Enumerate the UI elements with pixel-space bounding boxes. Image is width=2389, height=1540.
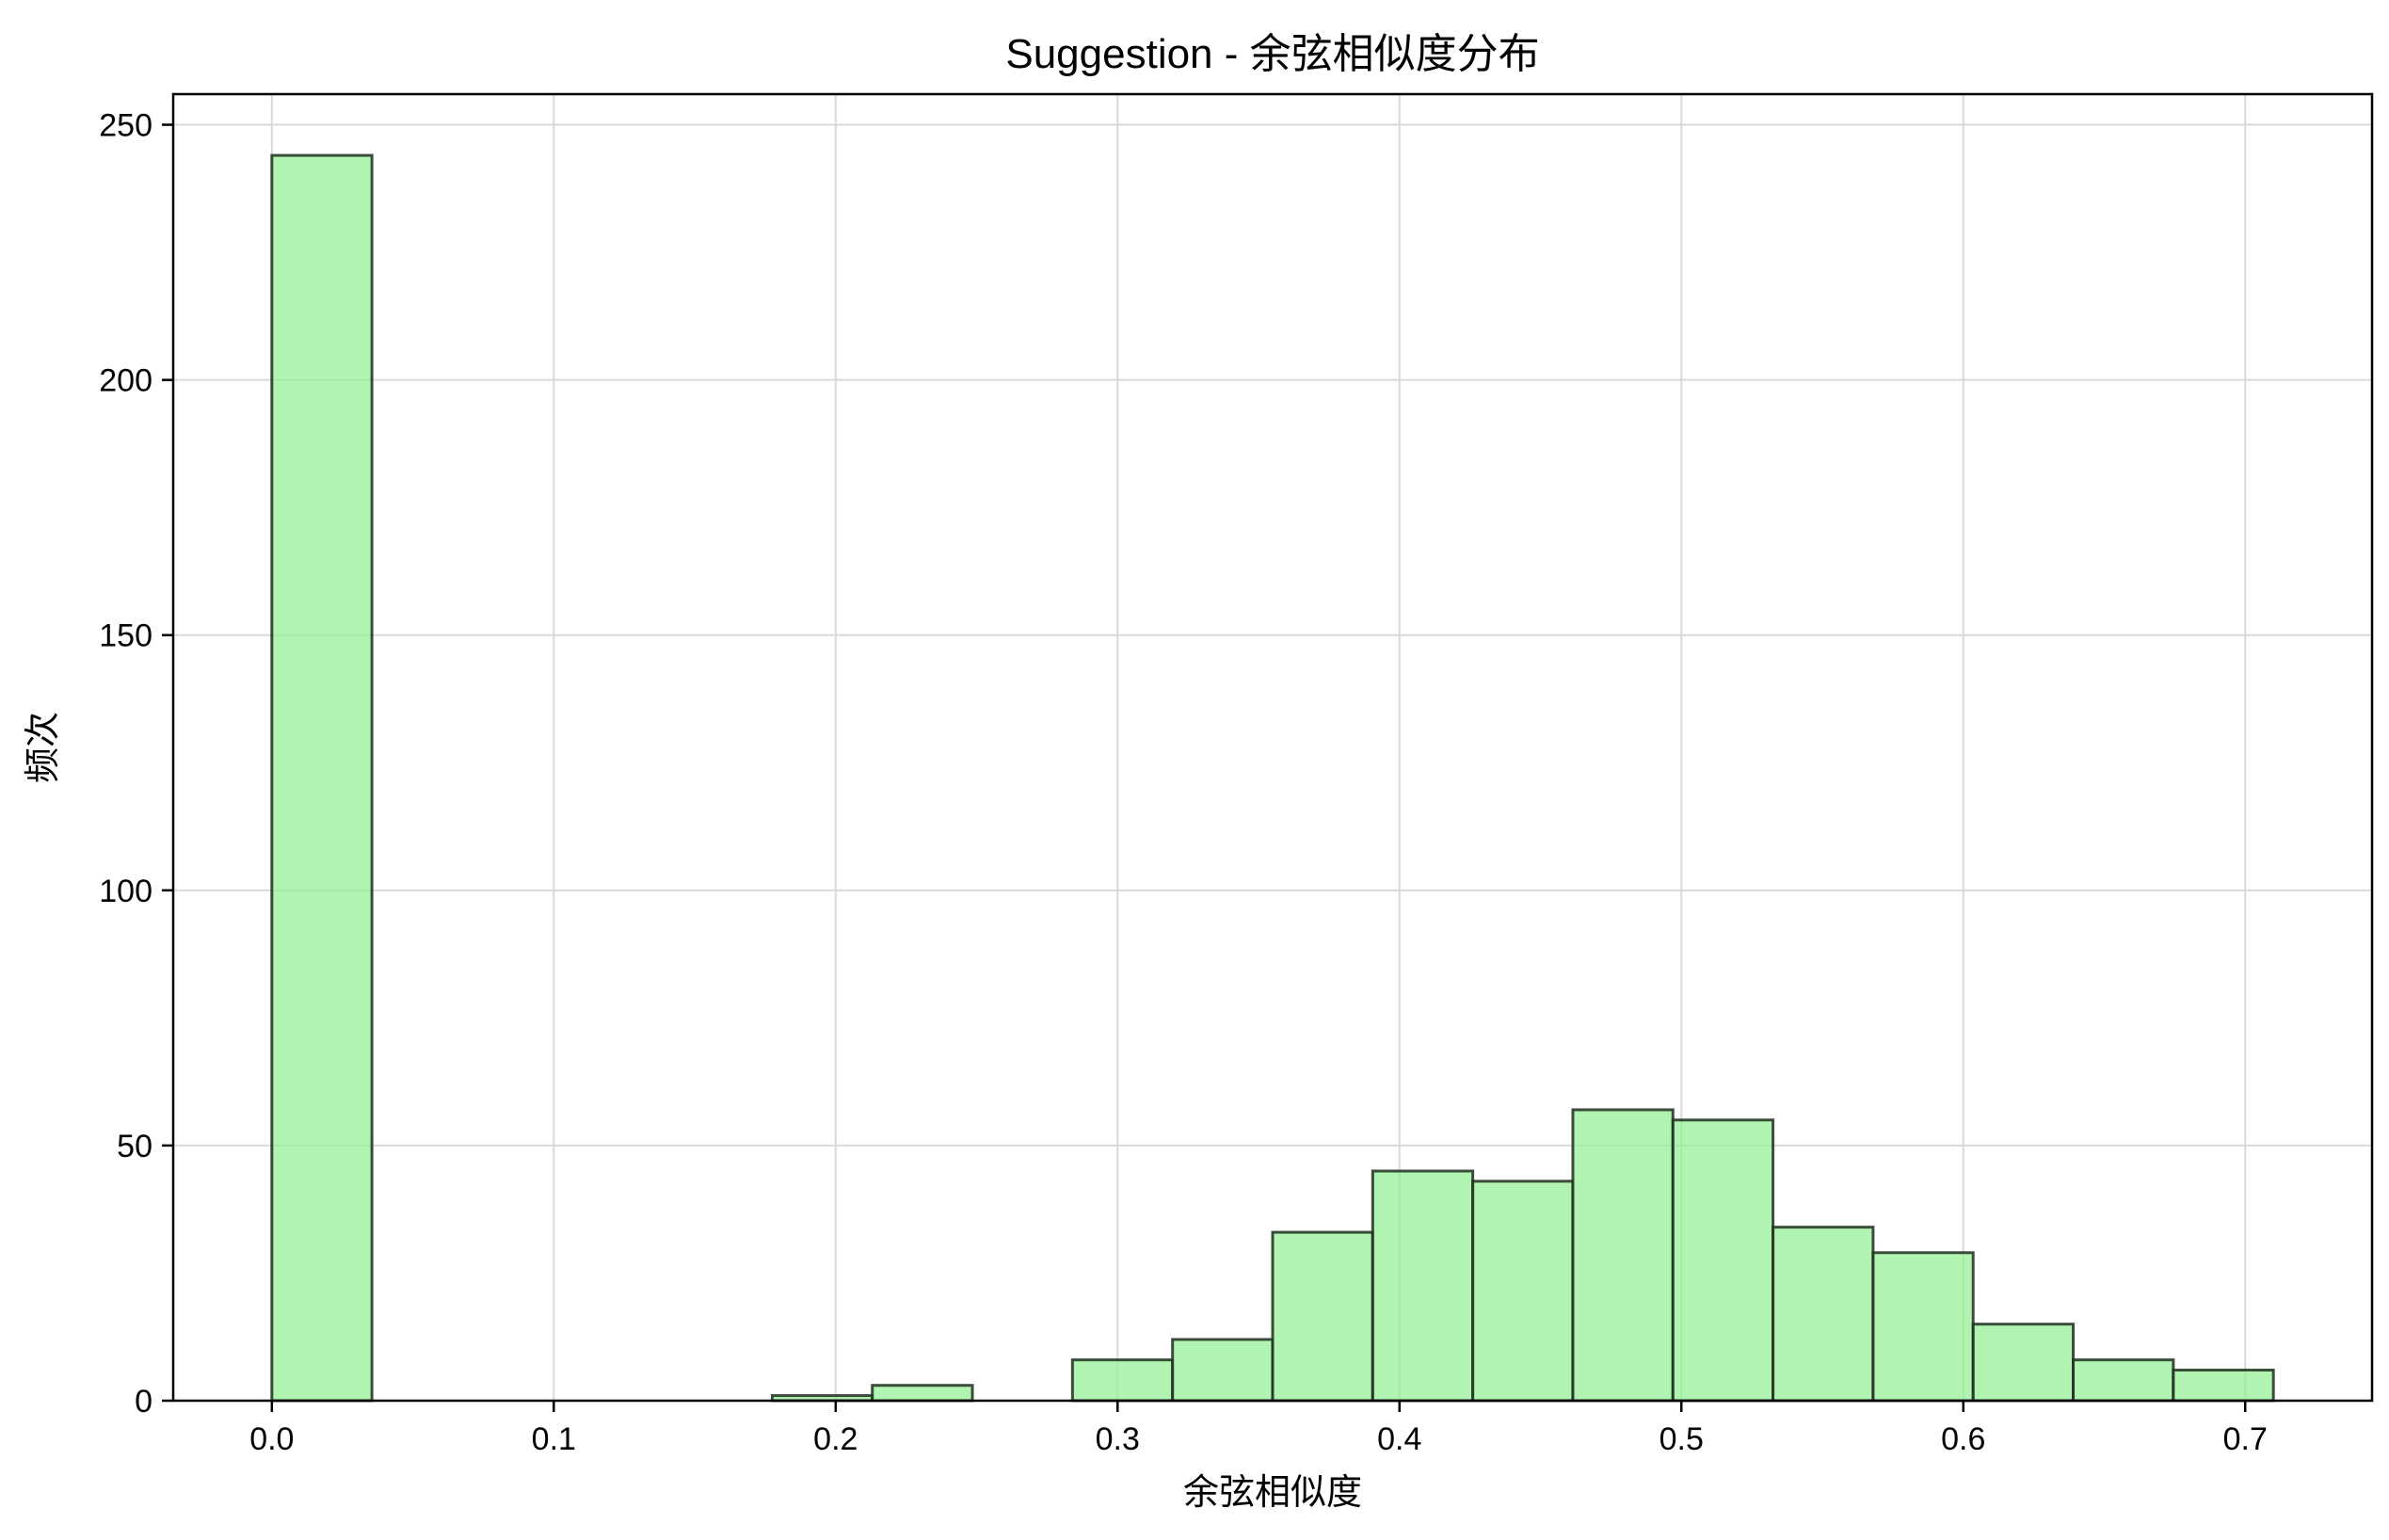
histogram-bar: [1371, 1169, 1475, 1403]
histogram-bar: [1971, 1323, 2076, 1403]
histogram-bar: [1571, 1108, 1675, 1403]
y-tick-label: 100: [99, 874, 152, 909]
x-tick-label: 0.1: [532, 1421, 576, 1457]
y-tick-label: 250: [99, 108, 152, 144]
x-tick-label: 0.0: [249, 1421, 294, 1457]
y-tick-label: 200: [99, 363, 152, 399]
x-axis-label: 余弦相似度: [1183, 1473, 1362, 1513]
histogram-bar: [2172, 1368, 2275, 1403]
histogram-bar: [2072, 1358, 2175, 1403]
histogram-bar: [1772, 1226, 1875, 1403]
y-axis-ticks: 0 50 100 150 200 250: [99, 108, 173, 1420]
histogram-bar: [1070, 1358, 1175, 1403]
x-tick-label: 0.4: [1377, 1421, 1421, 1457]
x-tick-label: 0.5: [1659, 1421, 1704, 1457]
y-axis-label: 频次: [24, 712, 63, 783]
x-axis-ticks: 0.0 0.1 0.2 0.3 0.4 0.5 0.6 0.7: [249, 1401, 2268, 1457]
x-tick-label: 0.6: [1941, 1421, 1985, 1457]
histogram-bar: [1871, 1251, 1975, 1403]
histogram-bar: [1271, 1230, 1374, 1403]
plot-frame: [171, 92, 2374, 1403]
y-tick-label: 150: [99, 618, 152, 654]
histogram-bar: [270, 153, 374, 1403]
x-tick-label: 0.2: [813, 1421, 858, 1457]
grid-lines: [173, 94, 2372, 1402]
chart-title: Suggestion - 余弦相似度分布: [1005, 31, 1539, 77]
histogram-bar: [871, 1384, 974, 1403]
x-tick-label: 0.3: [1096, 1421, 1140, 1457]
histogram-bar: [1471, 1179, 1575, 1403]
histogram-bar: [1171, 1338, 1275, 1403]
x-tick-label: 0.7: [2223, 1421, 2268, 1457]
histogram-bar: [1671, 1118, 1775, 1403]
y-tick-label: 0: [135, 1384, 152, 1420]
histogram-bars: [270, 153, 2275, 1403]
y-tick-label: 50: [117, 1129, 152, 1164]
